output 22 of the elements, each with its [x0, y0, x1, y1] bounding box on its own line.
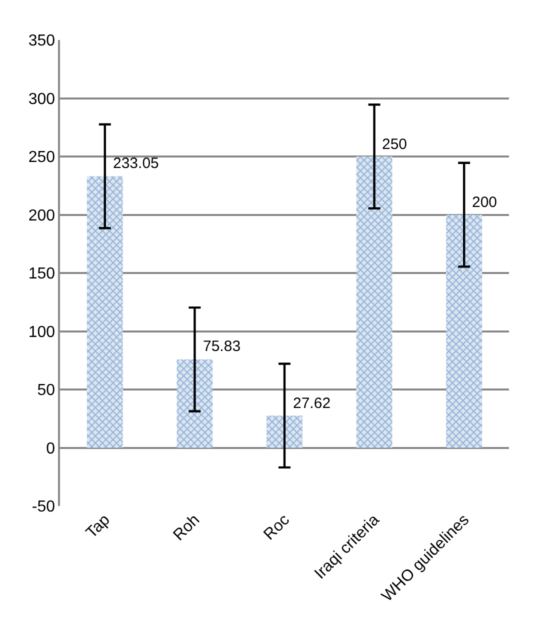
- y-tick-label: 0: [46, 440, 56, 458]
- bar: [446, 214, 482, 448]
- data-label: 75.83: [203, 338, 241, 355]
- bar: [176, 359, 213, 448]
- bar: [266, 416, 302, 448]
- y-tick-label: 300: [28, 90, 56, 108]
- data-label: 27.62: [293, 395, 331, 412]
- bar: [356, 156, 392, 448]
- data-label: 250: [382, 136, 408, 153]
- x-tick-label: Roh: [170, 511, 204, 544]
- y-tick-label: 350: [28, 32, 56, 50]
- data-label: 233.05: [113, 155, 159, 172]
- data-label: 200: [472, 194, 498, 211]
- bar: [86, 176, 123, 448]
- y-tick-label: 200: [28, 207, 56, 224]
- y-tick-label: 250: [28, 149, 56, 166]
- x-tick-label: Roc: [260, 511, 293, 544]
- x-tick-label: Tap: [83, 511, 114, 542]
- y-tick-label: 100: [28, 324, 56, 341]
- y-tick-label: 150: [28, 266, 56, 283]
- y-tick-label: -50: [32, 498, 56, 516]
- y-tick-label: 50: [37, 382, 56, 400]
